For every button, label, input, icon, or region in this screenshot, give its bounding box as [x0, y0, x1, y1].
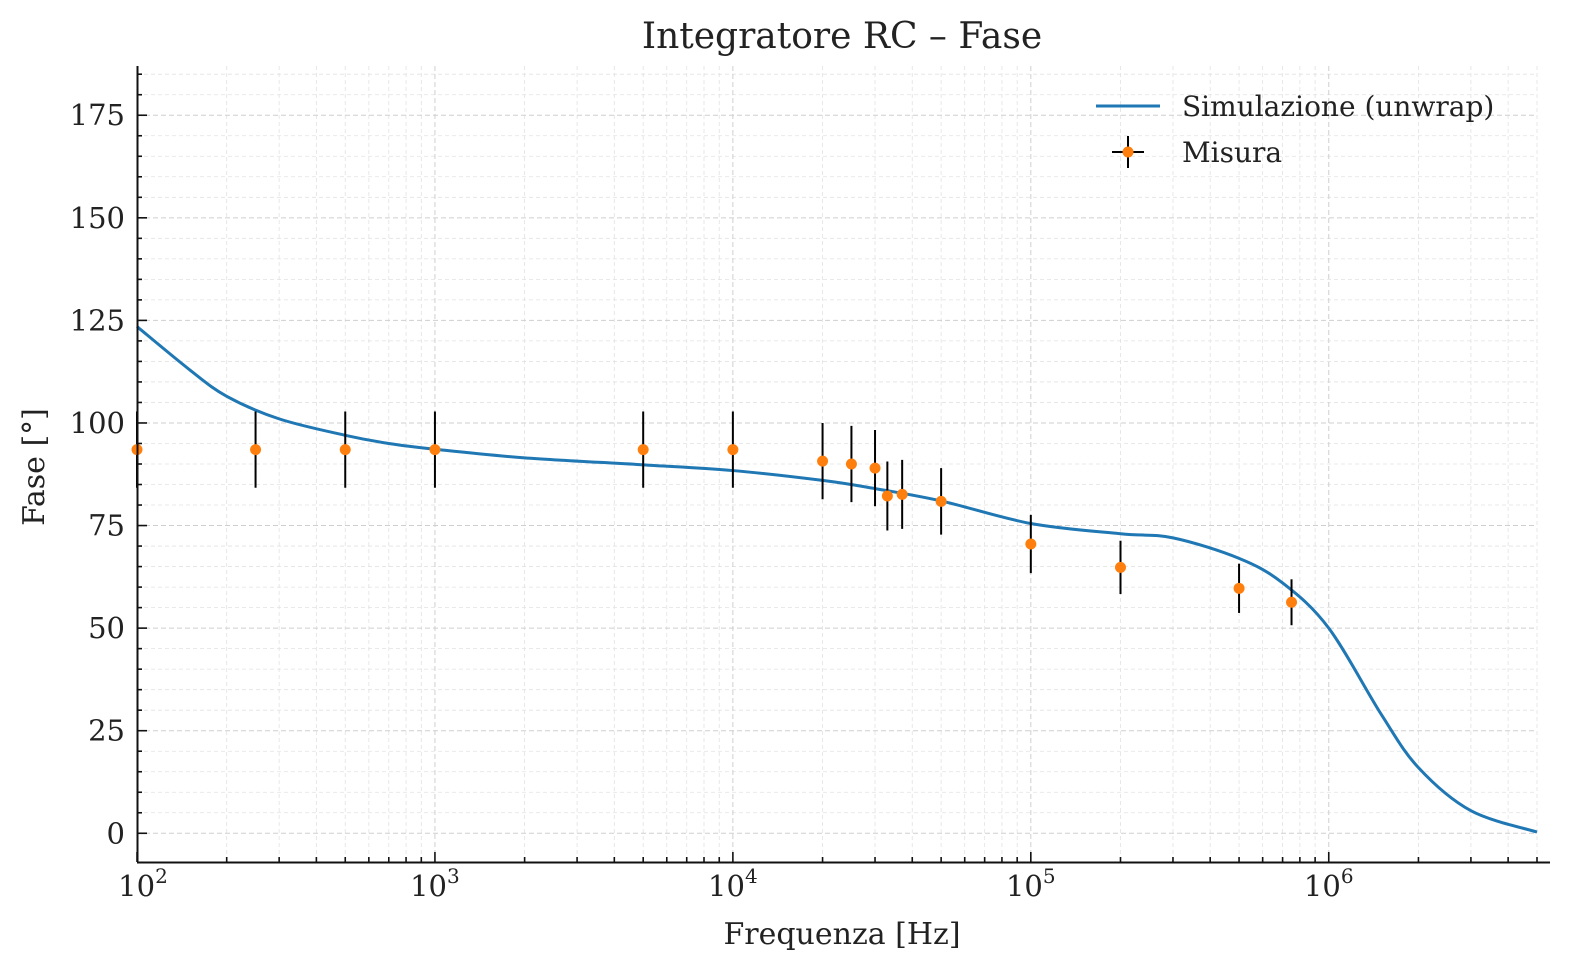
measurement-point — [1286, 596, 1298, 608]
y-tick-labels: 0 25 50 75 100 125 150 175 — [70, 98, 125, 850]
axis-ticks — [136, 73, 1538, 862]
measurement-point — [637, 444, 649, 456]
chart-title: Integratore RC – Fase — [642, 16, 1042, 57]
x-axis-label: Frequenza [Hz] — [723, 917, 960, 952]
measurement-point — [817, 455, 829, 467]
measurement-point — [1115, 561, 1127, 573]
y-tick-label: 175 — [70, 98, 125, 132]
legend-label-measurement: Misura — [1182, 136, 1282, 169]
y-tick-label: 0 — [107, 816, 125, 850]
x-tick-labels: 102 103 104 105 106 — [118, 864, 1353, 903]
legend-marker — [1122, 146, 1134, 158]
y-axis-label: Fase [°] — [17, 408, 52, 526]
measurement-point — [881, 490, 893, 502]
minor-gridlines — [137, 66, 1538, 862]
measurement-point — [429, 444, 441, 456]
y-tick-label: 125 — [70, 303, 125, 337]
y-tick-label: 75 — [88, 509, 125, 543]
y-tick-label: 150 — [70, 201, 125, 235]
x-tick-label: 103 — [410, 864, 460, 903]
measurement-point — [935, 495, 947, 507]
y-tick-label: 25 — [88, 714, 125, 748]
measurement-point — [1233, 582, 1245, 594]
measurement-point — [845, 458, 857, 470]
x-tick-label: 102 — [118, 864, 168, 903]
legend-label-simulation: Simulazione (unwrap) — [1182, 90, 1494, 123]
measurement-point — [727, 444, 739, 456]
measurement-point — [250, 444, 262, 456]
y-tick-label: 100 — [70, 406, 125, 440]
measurement-point — [896, 488, 908, 500]
x-tick-label: 105 — [1006, 864, 1056, 903]
legend: Simulazione (unwrap) Misura — [1096, 90, 1494, 169]
x-tick-label: 104 — [708, 864, 758, 903]
x-tick-label: 106 — [1304, 864, 1354, 903]
y-tick-label: 50 — [88, 611, 125, 645]
measurement-point — [339, 444, 351, 456]
measurement-point — [869, 462, 881, 474]
measurement-point — [1025, 538, 1037, 550]
